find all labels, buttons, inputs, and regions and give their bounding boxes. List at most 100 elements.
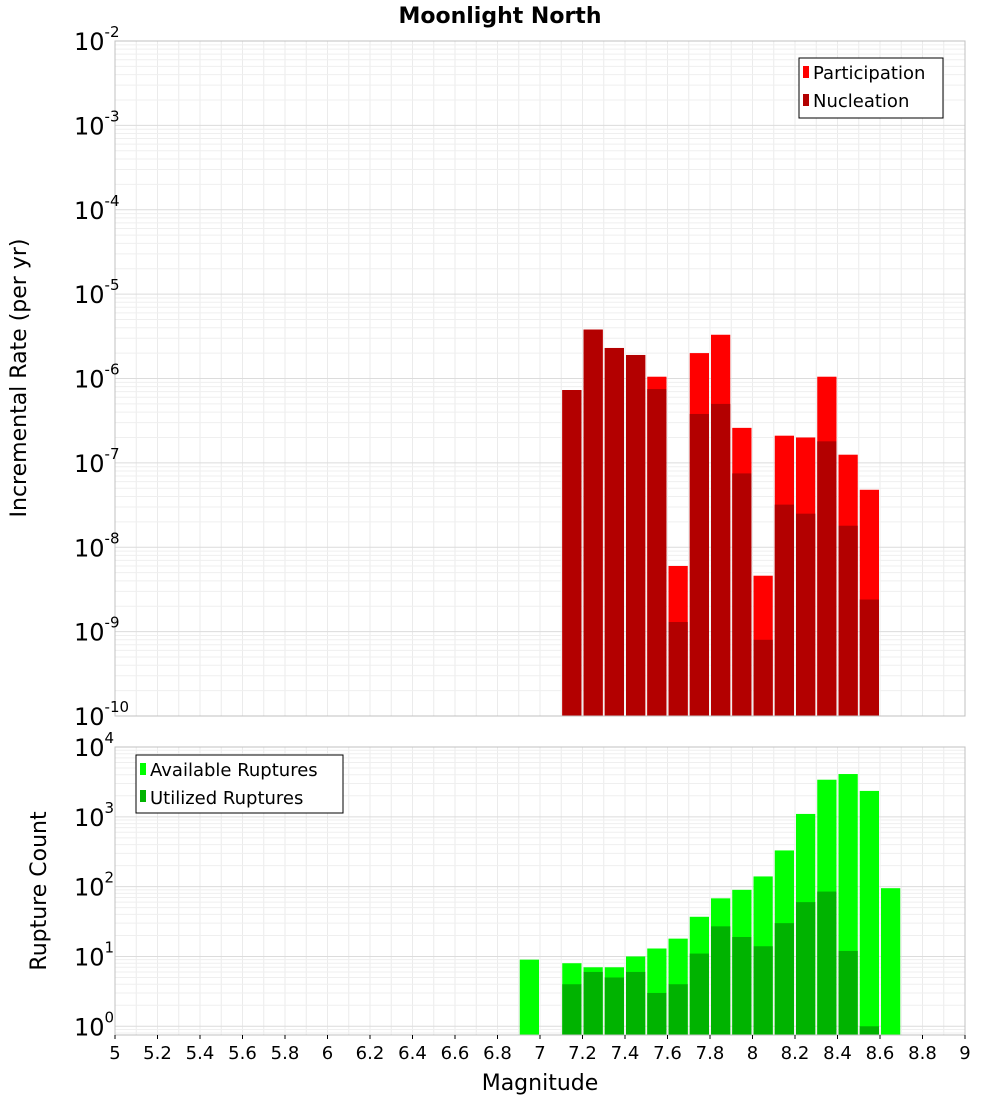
count-bar-available-ruptures — [519, 959, 539, 1035]
count-y-tick-exponent: 1 — [105, 938, 115, 956]
count-y-tick-label: 101 — [74, 938, 114, 971]
count-bar-utilized-ruptures — [817, 891, 837, 1035]
count-y-tick-exponent: 3 — [105, 799, 115, 817]
rate-y-tick-exponent: -7 — [105, 445, 120, 463]
count-bar-utilized-ruptures — [774, 923, 794, 1035]
x-tick-label: 9 — [959, 1043, 970, 1064]
rate-bar-nucleation — [583, 329, 603, 716]
count-y-tick-exponent: 4 — [105, 729, 115, 747]
count-y-tick-label: 104 — [74, 729, 114, 762]
rate-y-tick-exponent: -6 — [105, 361, 120, 379]
utilized-legend-swatch — [140, 790, 146, 802]
rate-panel: 10-10 10-9 10-8 10-7 10-6 10-5 10-4 10-3 10-2 In… — [7, 23, 966, 731]
rate-bar-nucleation — [859, 599, 879, 716]
count-bar-available-ruptures — [881, 888, 901, 1035]
count-bar-utilized-ruptures — [647, 992, 667, 1035]
participation-legend-swatch — [803, 66, 809, 78]
rate-y-tick-label: 10-9 — [74, 614, 120, 647]
count-bar-utilized-ruptures — [753, 946, 773, 1035]
nucleation-legend-swatch — [803, 94, 809, 106]
x-tick-label: 8.6 — [866, 1043, 895, 1064]
rate-y-tick-exponent: -4 — [105, 192, 120, 210]
x-tick-label: 6.6 — [441, 1043, 470, 1064]
count-bar-utilized-ruptures — [732, 936, 752, 1035]
chart-title: Moonlight North — [398, 4, 601, 29]
rate-y-tick-label: 10-10 — [74, 698, 129, 731]
count-y-tick-exponent: 2 — [105, 869, 115, 887]
x-tick-label: 8.4 — [823, 1043, 852, 1064]
count-bar-utilized-ruptures — [838, 950, 858, 1035]
x-tick-label: 5.8 — [271, 1043, 300, 1064]
rate-y-tick-label: 10-2 — [74, 23, 120, 56]
rate-y-tick-label: 10-4 — [74, 192, 120, 225]
x-tick-label: 5.4 — [186, 1043, 215, 1064]
rate-bar-nucleation — [774, 504, 794, 716]
count-y-tick-label: 103 — [74, 799, 114, 832]
available-legend-label: Available Ruptures — [150, 760, 318, 781]
rate-bar-nucleation — [668, 622, 688, 716]
rate-bar-nucleation — [689, 413, 709, 716]
rate-bar-nucleation — [817, 441, 837, 716]
rate-y-tick-label: 10-7 — [74, 445, 120, 478]
x-tick-label: 6.4 — [398, 1043, 427, 1064]
x-tick-label: 8.2 — [781, 1043, 810, 1064]
rate-y-tick-exponent: -10 — [105, 698, 130, 716]
x-tick-label: 6 — [322, 1043, 333, 1064]
rate-legend: Participation Nucleation — [798, 57, 944, 119]
x-tick-label: 5.2 — [143, 1043, 172, 1064]
rate-plot-border — [114, 40, 966, 717]
x-tick-label: 7 — [534, 1043, 545, 1064]
rate-bar-nucleation — [647, 389, 667, 716]
rate-bar-nucleation — [604, 347, 624, 716]
x-tick-label: 6.2 — [356, 1043, 385, 1064]
rate-y-tick-label: 10-6 — [74, 361, 120, 394]
count-bar-utilized-ruptures — [583, 971, 603, 1035]
rate-bars — [562, 329, 879, 716]
rate-y-axis-label: Incremental Rate (per yr) — [7, 239, 32, 518]
count-bar-utilized-ruptures — [711, 926, 731, 1035]
count-legend-box — [135, 754, 344, 814]
rate-bar-nucleation — [711, 403, 731, 716]
count-legend: Available Ruptures Utilized Ruptures — [135, 754, 344, 814]
x-tick-label: 6.8 — [483, 1043, 512, 1064]
x-tick-label: 7.8 — [696, 1043, 725, 1064]
count-bar-available-ruptures — [859, 790, 879, 1035]
count-y-axis-label: Rupture Count — [27, 811, 52, 971]
rate-bar-nucleation — [626, 354, 646, 716]
rate-y-tick-exponent: -5 — [105, 276, 120, 294]
utilized-legend-label: Utilized Ruptures — [150, 788, 303, 809]
count-bar-utilized-ruptures — [604, 977, 624, 1035]
x-tick-label: 5.6 — [228, 1043, 257, 1064]
rate-y-tick-label: 10-3 — [74, 107, 120, 140]
x-axis-label: Magnitude — [482, 1071, 599, 1096]
rate-y-tick-exponent: -9 — [105, 614, 120, 632]
rate-y-tick-label: 10-5 — [74, 276, 120, 309]
rate-y-tick-label: 10-8 — [74, 529, 120, 562]
rate-bar-nucleation — [838, 525, 858, 716]
x-tick-label: 7.6 — [653, 1043, 682, 1064]
available-legend-swatch — [140, 763, 146, 775]
count-y-tick-label: 102 — [74, 869, 114, 902]
x-tick-label: 8 — [747, 1043, 758, 1064]
nucleation-legend-label: Nucleation — [813, 91, 909, 112]
count-bar-utilized-ruptures — [668, 984, 688, 1035]
rate-bar-nucleation — [753, 639, 773, 716]
rate-bar-nucleation — [562, 390, 582, 716]
count-bar-utilized-ruptures — [689, 953, 709, 1035]
rate-bar-nucleation — [732, 473, 752, 716]
x-tick-label: 5 — [109, 1043, 120, 1064]
x-tick-label: 8.8 — [908, 1043, 937, 1064]
rate-legend-box — [798, 57, 944, 119]
rate-y-tick-exponent: -3 — [105, 107, 120, 125]
count-bars — [519, 774, 901, 1035]
rate-y-tick-exponent: -2 — [105, 23, 120, 41]
rate-y-tick-exponent: -8 — [105, 529, 120, 547]
rate-gridlines — [114, 41, 966, 717]
count-bar-utilized-ruptures — [796, 902, 816, 1035]
x-tick-label: 7.4 — [611, 1043, 640, 1064]
count-bar-utilized-ruptures — [562, 984, 582, 1035]
rate-bar-nucleation — [796, 513, 816, 716]
